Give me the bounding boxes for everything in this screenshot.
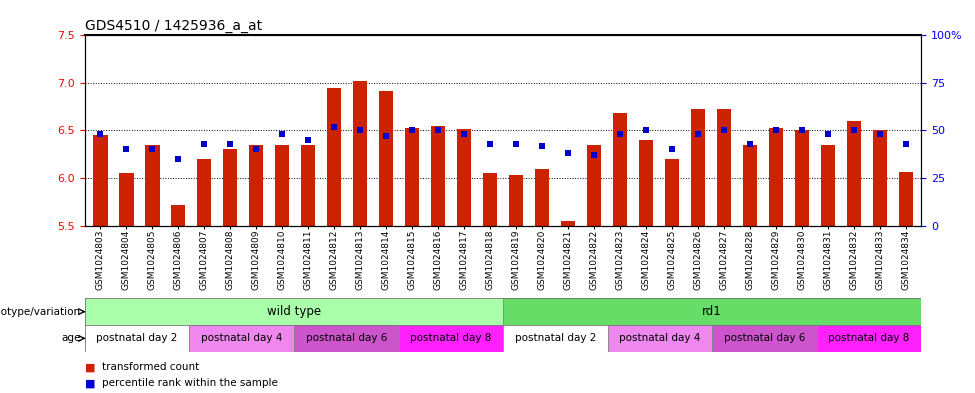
Text: GDS4510 / 1425936_a_at: GDS4510 / 1425936_a_at (85, 19, 262, 33)
Bar (535, 169, 549, 226)
Text: rd1: rd1 (702, 305, 722, 318)
Point (197, 141, 213, 147)
Bar (119, 173, 134, 226)
Bar (197, 159, 212, 226)
Bar (301, 145, 315, 226)
Point (612, 131, 628, 138)
Point (456, 131, 472, 138)
Point (144, 146, 160, 152)
Bar (250, 145, 263, 226)
Point (430, 127, 446, 134)
Text: transformed count: transformed count (102, 362, 200, 373)
Bar (665, 159, 680, 226)
Point (716, 127, 731, 134)
Bar (587, 145, 602, 226)
Point (794, 127, 809, 134)
Bar (353, 81, 368, 226)
Point (222, 141, 238, 147)
FancyBboxPatch shape (503, 298, 921, 325)
Bar (821, 145, 835, 226)
Text: age: age (61, 333, 81, 343)
Point (327, 123, 342, 130)
Point (378, 133, 394, 140)
Point (664, 146, 680, 152)
Point (534, 143, 550, 149)
Point (483, 141, 498, 147)
Bar (172, 205, 185, 226)
Point (93, 131, 108, 138)
Text: percentile rank within the sample: percentile rank within the sample (102, 378, 278, 388)
FancyBboxPatch shape (817, 325, 921, 352)
Text: postnatal day 4: postnatal day 4 (619, 333, 701, 343)
Point (249, 146, 264, 152)
FancyBboxPatch shape (712, 325, 817, 352)
Point (742, 141, 758, 147)
Bar (223, 149, 238, 226)
Bar (379, 90, 393, 226)
Point (639, 127, 654, 134)
Bar (327, 88, 341, 226)
Bar (94, 135, 107, 226)
Point (352, 127, 368, 134)
Bar (431, 126, 446, 226)
Bar (145, 145, 160, 226)
Text: postnatal day 6: postnatal day 6 (305, 333, 387, 343)
Text: postnatal day 2: postnatal day 2 (515, 333, 596, 343)
Point (300, 137, 316, 143)
FancyBboxPatch shape (85, 298, 503, 325)
Point (872, 131, 887, 138)
Text: postnatal day 6: postnatal day 6 (723, 333, 805, 343)
Bar (795, 130, 809, 226)
Text: ■: ■ (85, 378, 96, 388)
FancyBboxPatch shape (399, 325, 503, 352)
Bar (483, 173, 497, 226)
Point (768, 127, 784, 134)
Text: wild type: wild type (267, 305, 321, 318)
Point (405, 127, 420, 134)
Bar (561, 221, 575, 226)
Point (690, 131, 706, 138)
Point (171, 156, 186, 162)
Point (275, 131, 291, 138)
Bar (509, 175, 524, 226)
Bar (846, 121, 861, 226)
Text: postnatal day 8: postnatal day 8 (829, 333, 910, 343)
Bar (899, 172, 913, 226)
Bar (717, 108, 731, 226)
Point (561, 150, 576, 156)
Point (820, 131, 836, 138)
Bar (275, 145, 290, 226)
Bar (691, 108, 705, 226)
Text: postnatal day 2: postnatal day 2 (97, 333, 177, 343)
FancyBboxPatch shape (294, 325, 399, 352)
FancyBboxPatch shape (607, 325, 712, 352)
FancyBboxPatch shape (189, 325, 294, 352)
Bar (768, 128, 783, 226)
Bar (613, 113, 627, 226)
Text: genotype/variation: genotype/variation (0, 307, 81, 317)
Bar (873, 130, 887, 226)
Bar (405, 128, 419, 226)
Text: ■: ■ (85, 362, 96, 373)
FancyBboxPatch shape (85, 325, 189, 352)
Point (508, 141, 524, 147)
Bar (457, 129, 471, 226)
Text: postnatal day 4: postnatal day 4 (201, 333, 283, 343)
Bar (639, 140, 653, 226)
Text: postnatal day 8: postnatal day 8 (410, 333, 491, 343)
FancyBboxPatch shape (503, 325, 607, 352)
Point (898, 141, 914, 147)
Bar (743, 145, 757, 226)
Point (586, 152, 602, 158)
Point (846, 127, 862, 134)
Point (119, 146, 135, 152)
